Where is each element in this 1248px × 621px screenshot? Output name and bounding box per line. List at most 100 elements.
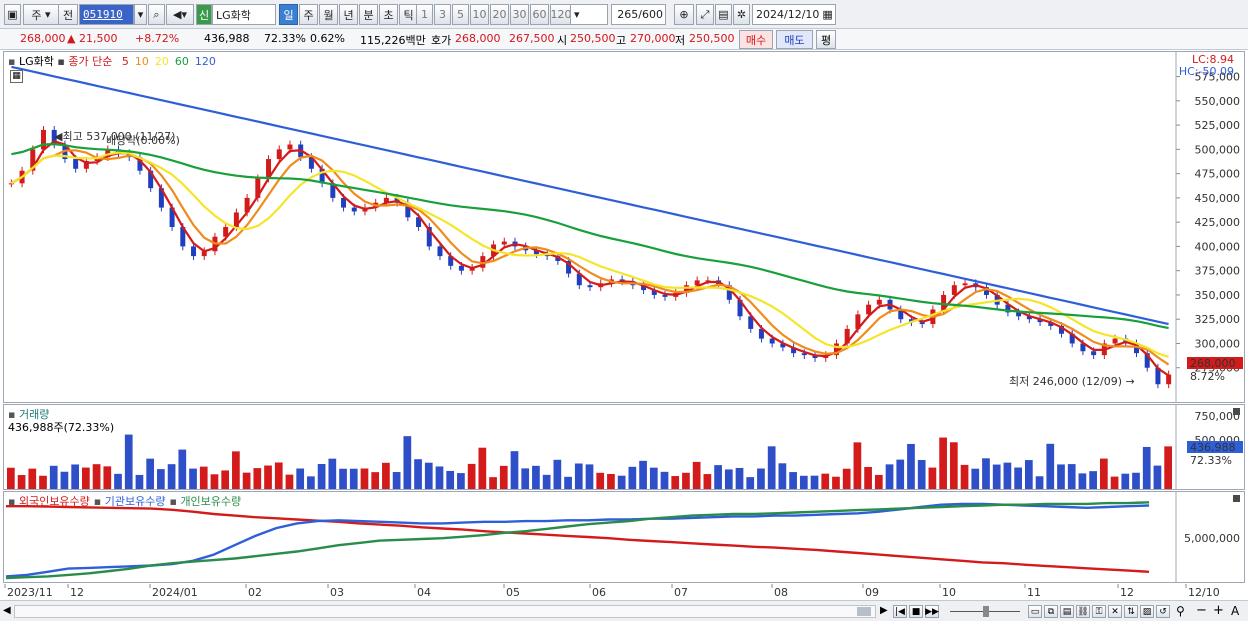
- scroll-thumb[interactable]: [857, 607, 871, 616]
- date-field[interactable]: 2024/12/10 ▦: [752, 4, 836, 25]
- volume-bar: [146, 458, 155, 489]
- sort-icon[interactable]: ⇅: [1124, 605, 1138, 618]
- x-tick-label: 10: [942, 586, 956, 599]
- volume-bar: [467, 463, 476, 489]
- candle-body: [458, 265, 464, 271]
- stop-icon[interactable]: ■: [909, 605, 923, 618]
- scroll-right-icon[interactable]: ▶: [880, 605, 888, 616]
- open-label: 시: [557, 34, 568, 47]
- delete-icon[interactable]: ✕: [1108, 605, 1122, 618]
- turnover-rate: 0.62%: [310, 32, 345, 45]
- save-icon[interactable]: ▤: [715, 4, 732, 25]
- interval-button-10[interactable]: 10: [470, 4, 489, 25]
- auto-scale-icon[interactable]: A: [1231, 604, 1240, 618]
- gear-icon[interactable]: ✲: [733, 4, 750, 25]
- first-icon[interactable]: |◀: [893, 605, 907, 618]
- panel-menu-icon[interactable]: [1233, 408, 1240, 415]
- candle-body: [1080, 343, 1086, 352]
- code-input[interactable]: 051910: [79, 4, 134, 25]
- market-select[interactable]: 주 ▾: [23, 4, 59, 25]
- chart-icon[interactable]: ▨: [1140, 605, 1154, 618]
- volume-rate: 72.33%: [264, 32, 306, 45]
- price-chart[interactable]: 575,000 550,000 525,000 500,000 475,000 450,0…: [4, 52, 1244, 402]
- period-tab-0[interactable]: 일: [279, 4, 298, 25]
- volume-bar: [553, 459, 562, 489]
- interval-select[interactable]: ▾: [570, 4, 608, 25]
- link-icon[interactable]: ⛓: [1076, 605, 1090, 618]
- zoom-search-icon[interactable]: ⚲: [1176, 604, 1185, 618]
- ma-period-10: 10: [134, 55, 149, 68]
- volume-bar: [135, 474, 144, 489]
- scroll-left-icon[interactable]: ◀: [3, 605, 11, 616]
- panel-menu-icon[interactable]: [1233, 495, 1240, 502]
- candle-body: [30, 149, 36, 171]
- horizontal-scrollbar[interactable]: [14, 605, 876, 618]
- candle-body: [405, 202, 411, 218]
- panel-icon[interactable]: ▤: [1060, 605, 1074, 618]
- volume-bar: [1035, 476, 1044, 489]
- stock-name-field[interactable]: LG화학: [212, 4, 276, 25]
- search-icon[interactable]: ⌕: [148, 4, 165, 25]
- interval-button-20[interactable]: 20: [490, 4, 509, 25]
- period-tab-3[interactable]: 년: [339, 4, 358, 25]
- count-field[interactable]: 265/600: [611, 4, 666, 25]
- volume-bar: [382, 462, 390, 489]
- candle-body: [737, 299, 743, 317]
- trade-amount: 115,226백만: [360, 34, 426, 47]
- play-icon[interactable]: ▶▶: [925, 605, 939, 618]
- zoom-handle[interactable]: [983, 606, 989, 617]
- lock-icon[interactable]: ⚿: [1092, 605, 1106, 618]
- window-icon[interactable]: ▣: [4, 4, 21, 25]
- chevron-down-icon[interactable]: ▾: [134, 4, 147, 25]
- sell-button[interactable]: 매도: [776, 30, 813, 49]
- buy-button[interactable]: 매수: [739, 30, 773, 49]
- interval-button-120[interactable]: 120: [550, 4, 572, 25]
- period-tab-1[interactable]: 주: [299, 4, 318, 25]
- holdings-legend-0: 외국인보유수량: [18, 495, 90, 508]
- market-label: 주: [31, 8, 42, 22]
- candle-body: [662, 294, 668, 297]
- grid-icon[interactable]: ▦: [10, 70, 23, 83]
- interval-button-60[interactable]: 60: [530, 4, 549, 25]
- volume-bar: [585, 464, 594, 489]
- candle-body: [1133, 343, 1139, 354]
- volume-bar: [810, 475, 819, 489]
- interval-button-5[interactable]: 5: [452, 4, 469, 25]
- zoom-in-icon[interactable]: +: [1213, 603, 1224, 618]
- layout-icon[interactable]: ▭: [1028, 605, 1042, 618]
- volume-bar: [735, 467, 744, 489]
- candle-body: [201, 251, 207, 257]
- copy-icon[interactable]: ⧉: [1044, 605, 1058, 618]
- count-total: /600: [638, 8, 663, 21]
- legend-marker-icon: ▪: [93, 495, 105, 508]
- average-button[interactable]: 평: [816, 30, 836, 49]
- holdings-chart[interactable]: 5,000,000: [4, 492, 1244, 582]
- period-tab-6[interactable]: 틱: [399, 4, 418, 25]
- period-tab-4[interactable]: 분: [359, 4, 378, 25]
- candle-body: [694, 280, 700, 286]
- x-tick-label: 12/10: [1188, 586, 1220, 599]
- volume-bar: [639, 460, 647, 489]
- interval-button-1[interactable]: 1: [416, 4, 433, 25]
- tool-icon[interactable]: ⊕: [674, 4, 694, 25]
- volume-bar: [767, 446, 776, 489]
- candle-body: [416, 217, 422, 227]
- high-label: 고: [616, 34, 627, 47]
- volume-title: 거래량: [18, 408, 50, 421]
- volume-bar: [1067, 464, 1076, 489]
- zoom-out-icon[interactable]: −: [1196, 603, 1207, 618]
- period-tab-5[interactable]: 초: [379, 4, 398, 25]
- calendar-icon[interactable]: ▦: [822, 8, 833, 21]
- period-tab-2[interactable]: 월: [319, 4, 338, 25]
- speaker-icon[interactable]: ◀▾: [166, 4, 194, 25]
- volume-summary: 436,988주(72.33%): [8, 421, 115, 434]
- candle-body: [191, 246, 197, 257]
- reset-icon[interactable]: ↺: [1156, 605, 1170, 618]
- draw-icon[interactable]: ⤢: [696, 4, 714, 25]
- ma-periods: 5 10 20 60 120: [116, 55, 216, 68]
- interval-button-3[interactable]: 3: [434, 4, 451, 25]
- interval-button-30[interactable]: 30: [510, 4, 529, 25]
- prev-button[interactable]: 전: [58, 4, 78, 25]
- volume-bar: [296, 468, 305, 489]
